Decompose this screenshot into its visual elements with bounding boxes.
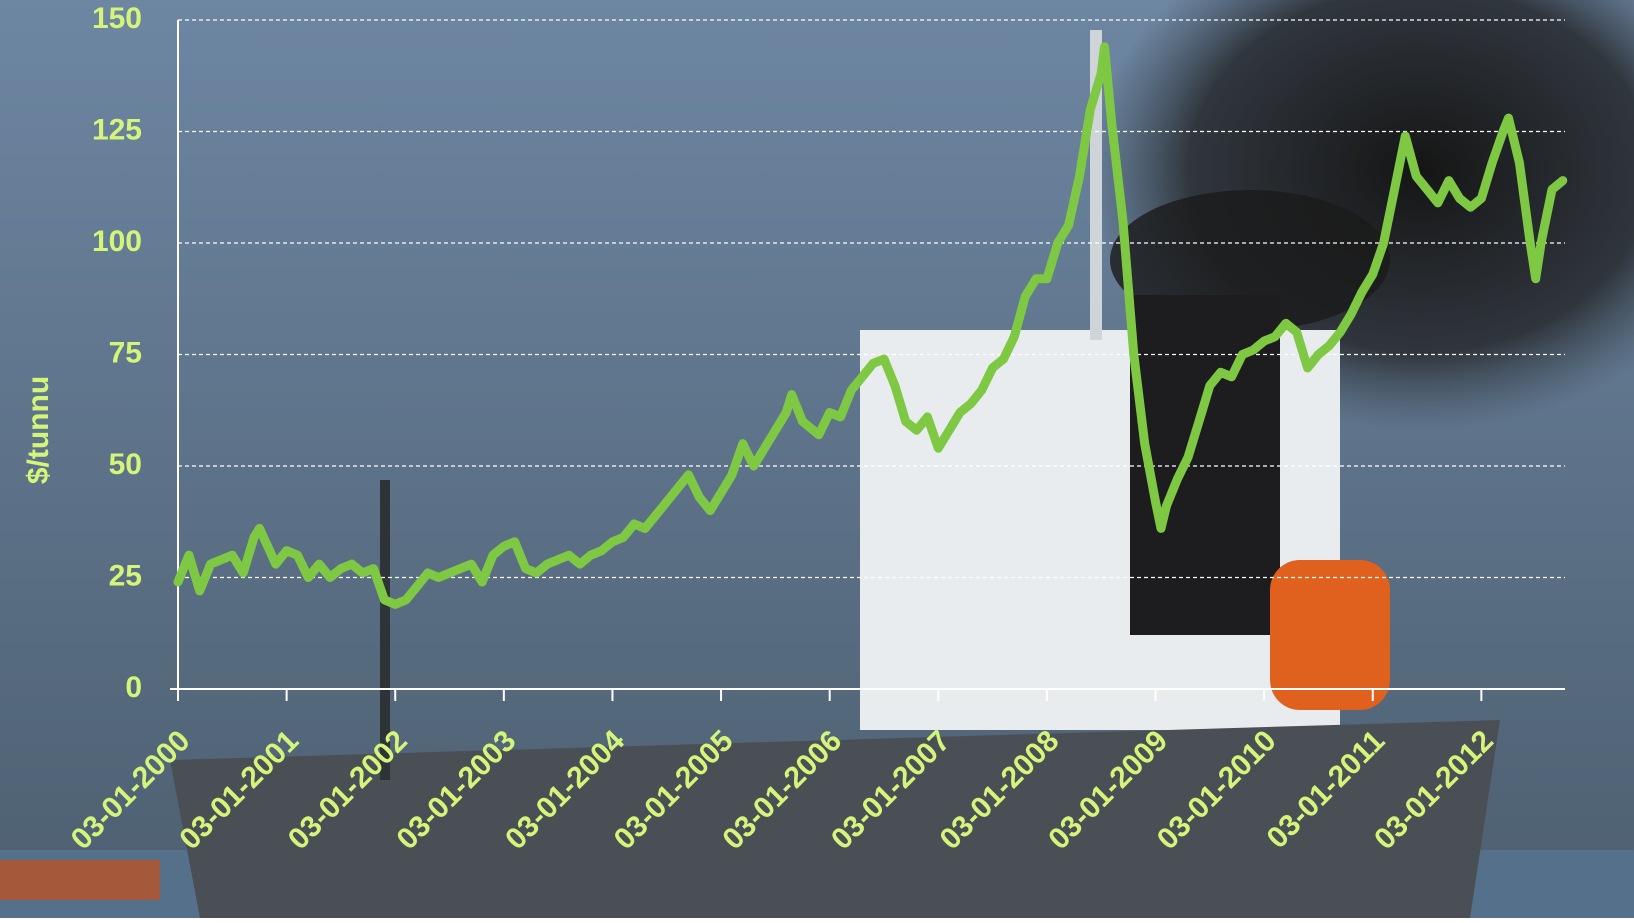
- y-tick-label: 100: [92, 225, 142, 258]
- y-tick-label: 0: [125, 671, 142, 704]
- y-axis-label: $/tunnu: [22, 376, 55, 484]
- y-tick-label: 125: [92, 113, 142, 146]
- y-tick-label: 25: [109, 559, 142, 592]
- price-line: [173, 42, 1568, 609]
- y-tick-label: 150: [92, 2, 142, 35]
- y-tick-label: 75: [109, 336, 142, 369]
- y-tick-label: 50: [109, 448, 142, 481]
